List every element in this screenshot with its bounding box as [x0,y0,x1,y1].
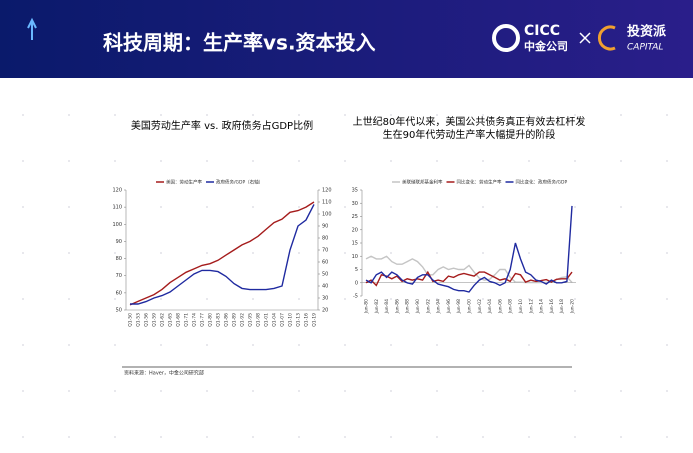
x-tick-label: Jun-98 [456,299,462,315]
y-tick-label: 50 [116,308,122,314]
x-tick-label: Q1-74 [192,313,198,327]
x-tick-label: Jun-00 [467,299,473,315]
y-tick-label: 15 [352,241,358,247]
logo-text: 投资派 [627,24,667,40]
y2-tick-label: 20 [322,308,328,314]
x-tick-label: Q1-89 [232,313,238,327]
y-tick-label: 35 [352,188,358,194]
x-tick-label: Jun-10 [518,299,524,315]
chart-title: 美国劳动生产率 vs. 政府债务占GDP比例 [131,119,313,132]
x-tick-label: Jun-90 [415,299,421,315]
x-tick-label: Q1-59 [152,313,158,327]
source-note: 资料来源：Haver，中金公司研究部 [124,370,204,377]
header-bar [0,0,693,78]
background [0,78,693,449]
y2-tick-label: 90 [322,224,328,230]
y-tick-label: 30 [352,201,358,207]
y-tick-label: 110 [112,205,122,211]
x-tick-label: Jun-94 [436,299,442,315]
x-tick-label: Jun-06 [497,299,503,315]
x-tick-label: Jun-82 [374,299,380,315]
series-line [365,205,573,293]
x-tick-label: Q1-50 [128,313,134,327]
y2-tick-label: 110 [322,200,332,206]
x-tick-label: Q1-95 [248,313,254,327]
y2-tick-label: 40 [322,284,328,290]
y-tick-label: 80 [116,256,122,262]
x-tick-label: Jun-12 [528,299,534,315]
y-tick-label: 20 [352,227,358,233]
y-tick-label: 25 [352,214,358,220]
x-tick-label: Q1-98 [256,313,262,327]
x-tick-label: Q1-86 [224,313,230,327]
series-line [365,255,573,284]
logo-subtext: CAPITAL [627,43,663,53]
x-tick-label: Q1-71 [184,313,190,327]
x-tick-label: Q1-77 [200,313,206,327]
x-tick-label: Q1-83 [216,313,222,327]
chart-title: 生在90年代劳动生产率大幅提升的阶段 [383,128,556,141]
y-tick-label: -5 [353,294,358,300]
y-tick-label: 10 [352,254,358,260]
legend-label: 同比变化：劳动生产率 [457,179,502,186]
y-tick-label: 100 [112,222,122,228]
x-tick-label: Q1-80 [208,313,214,327]
series-line [129,201,315,306]
y2-tick-label: 70 [322,248,328,254]
x-tick-label: Jun-02 [477,299,483,315]
x-tick-label: Jun-20 [570,299,576,315]
y2-tick-label: 100 [322,212,332,218]
x-tick-label: Jun-08 [508,299,514,315]
y2-tick-label: 60 [322,260,328,266]
x-tick-label: Jun-88 [405,299,411,315]
y-tick-label: 120 [112,188,122,194]
y2-tick-label: 30 [322,296,328,302]
x-tick-label: Q1-62 [160,313,166,327]
chart-title: 上世纪80年代以来，美国公共债务真正有效去杠杆发 [353,115,586,128]
y-tick-label: 60 [116,290,122,296]
y2-tick-label: 120 [322,188,332,194]
logo-mark [597,25,616,51]
x-tick-label: Jun-92 [425,299,431,315]
x-tick-label: Q1-07 [280,313,286,327]
y-tick-label: 70 [116,273,122,279]
x-tick-label: Jun-14 [539,299,545,315]
x-tick-label: Q1-13 [296,313,302,327]
x-tick-label: Q1-10 [288,313,294,327]
x-tick-label: Jun-04 [487,299,493,315]
y-tick-label: 0 [355,280,358,286]
x-tick-label: Q1-65 [168,313,174,327]
legend-label: 政府债务/GDP（右轴） [216,179,263,186]
y-tick-label: 5 [355,267,358,273]
x-tick-label: Jun-18 [559,299,565,315]
legend-label: 同比变化：政府债务/GDP [516,179,568,186]
x-tick-label: Jun-16 [549,299,555,315]
logo-separator [579,32,591,44]
x-tick-label: Q1-92 [240,313,246,327]
x-tick-label: Q1-68 [176,313,182,327]
series-line [130,204,315,305]
legend-label: 美国：劳动生产率 [166,179,202,186]
x-tick-label: Q1-56 [144,313,150,327]
x-tick-label: Jun-96 [446,299,452,315]
x-tick-label: Q1-53 [136,313,142,327]
x-tick-label: Jun-86 [394,299,400,315]
x-tick-label: Q1-19 [312,313,318,327]
x-tick-label: Jun-80 [364,299,370,315]
y-tick-label: 90 [116,239,122,245]
y2-tick-label: 50 [322,272,328,278]
legend-label: 美联储联邦基金利率 [402,179,443,186]
logo-subtext: 中金公司 [524,39,568,53]
header-icon [27,17,37,40]
y2-tick-label: 80 [322,236,328,242]
logo-mark [492,24,520,52]
x-tick-label: Q1-01 [264,313,270,327]
x-tick-label: Q1-16 [304,313,310,327]
x-tick-label: Q1-04 [272,313,278,327]
logo-text: CICC [524,23,560,39]
x-tick-label: Jun-84 [384,299,390,315]
header-title: 科技周期：生产率vs.资本投入 [103,31,376,55]
